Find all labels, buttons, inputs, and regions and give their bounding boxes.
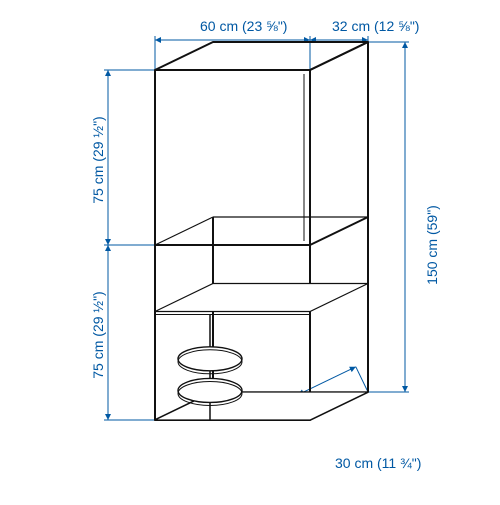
dim-left-lower: 75 cm (29 ½") [90,291,106,378]
dim-left-upper: 75 cm (29 ½") [90,116,106,203]
diagram-container: 60 cm (23 ⅝") 32 cm (12 ⅝") 75 cm (29 ½"… [0,0,500,500]
dim-top-width: 60 cm (23 ⅝") [200,18,287,34]
dim-right-total: 150 cm (59") [424,205,440,285]
dim-bottom-depth: 30 cm (11 ¾") [335,455,421,471]
dim-top-depth: 32 cm (12 ⅝") [332,18,419,34]
